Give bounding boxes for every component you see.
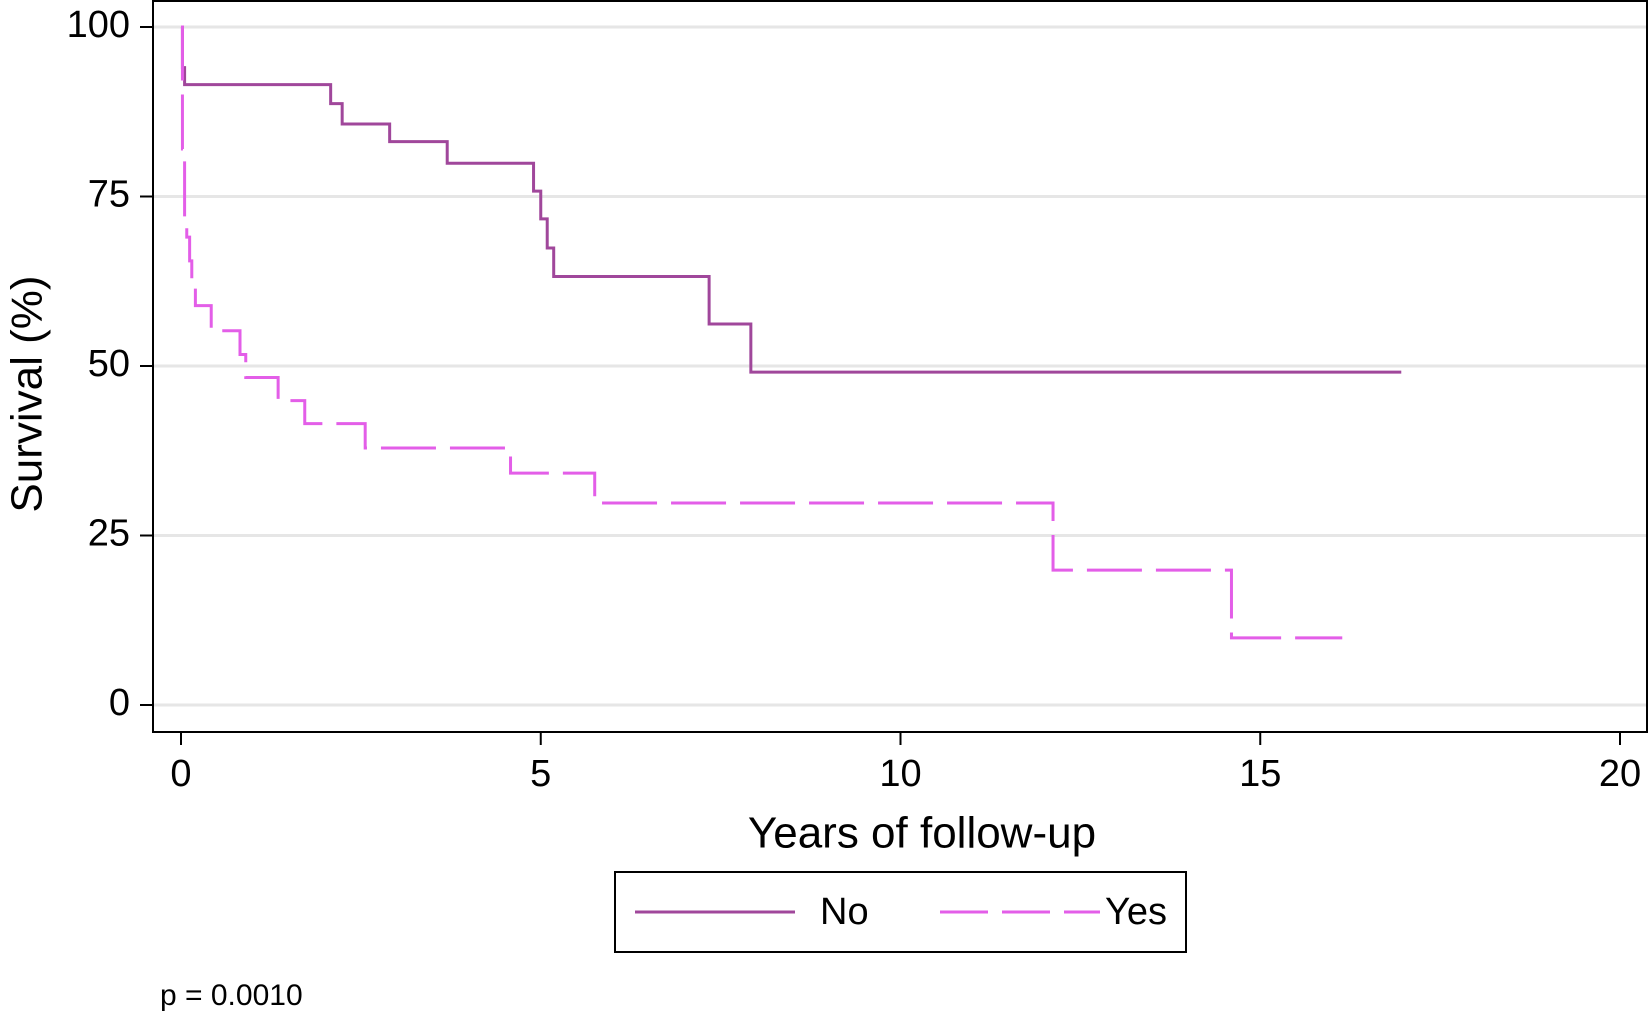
y-tick-label: 25: [88, 513, 130, 555]
legend-label: Yes: [1105, 891, 1167, 933]
survival-curve: [180, 25, 1402, 374]
x-tick-label: 5: [530, 753, 551, 795]
survival-curve: [180, 25, 1343, 640]
y-tick-label: 75: [88, 174, 130, 216]
x-tick-label: 10: [879, 753, 921, 795]
x-tick-label: 20: [1599, 753, 1641, 795]
x-tick-label: 15: [1239, 753, 1281, 795]
y-tick-label: 50: [88, 343, 130, 385]
y-tick-label: 0: [109, 682, 130, 724]
p-value-note: p = 0.0010: [160, 979, 303, 1012]
x-tick-label: 0: [170, 753, 191, 795]
legend-frame: [614, 871, 1187, 953]
y-tick-label: 100: [67, 4, 130, 46]
legend-label: No: [820, 891, 869, 933]
x-axis-label: Years of follow-up: [748, 809, 1096, 858]
y-axis-label: Survival (%): [3, 275, 52, 512]
